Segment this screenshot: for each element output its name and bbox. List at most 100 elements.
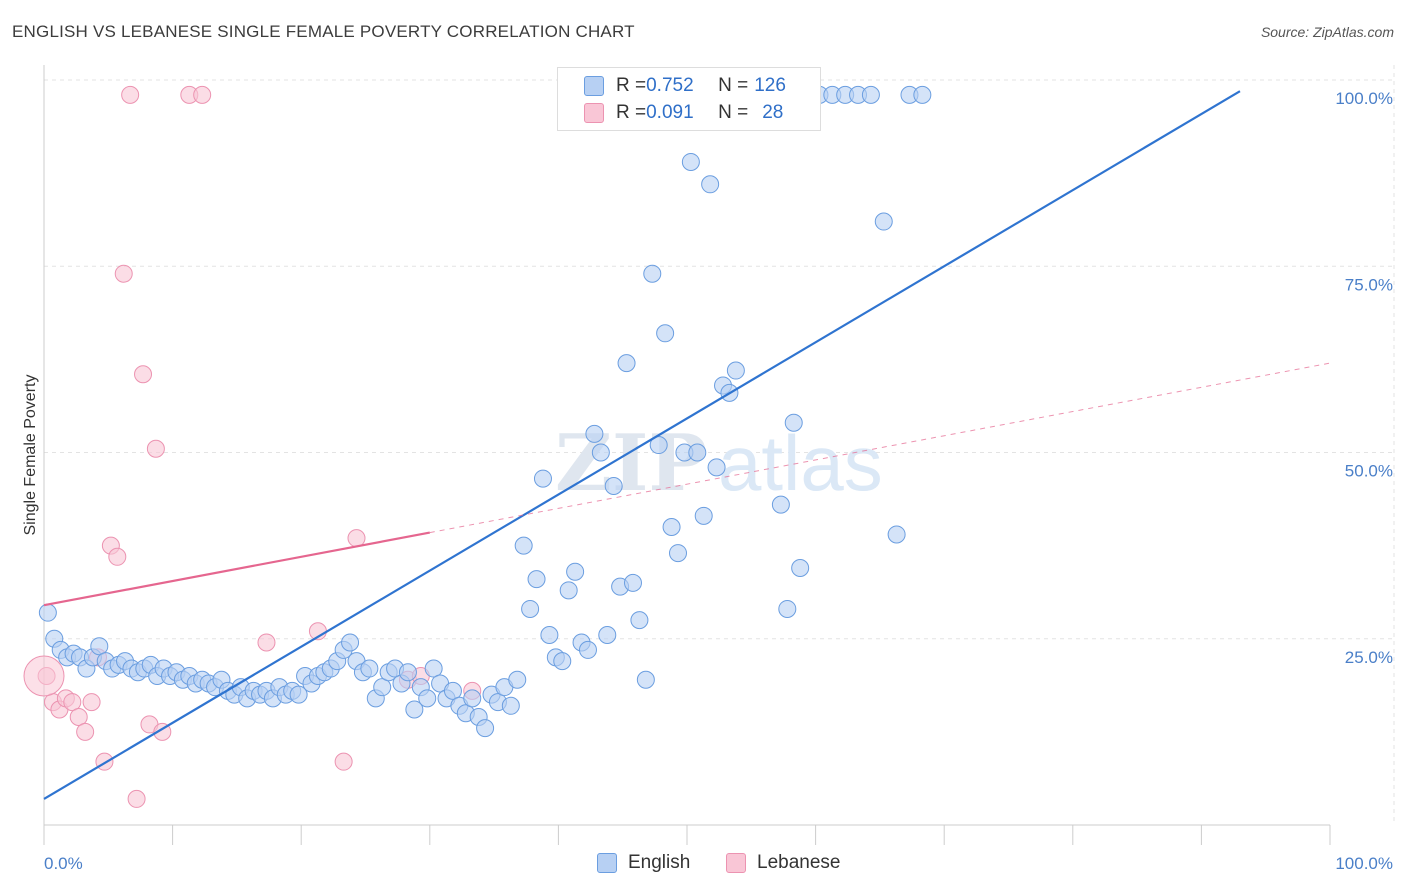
lebanese-point [347, 529, 366, 548]
english-point [405, 700, 424, 719]
legend-item-lebanese: Lebanese [726, 852, 840, 874]
english-point [874, 212, 893, 231]
english-point [604, 477, 623, 496]
english-point [887, 525, 906, 544]
x-tick-label-min: 0.0% [44, 854, 83, 873]
english-point [771, 495, 790, 514]
english-point [418, 689, 437, 708]
english-legend-label: English [628, 852, 691, 873]
english-point [443, 681, 462, 700]
english-point [778, 599, 797, 618]
english-point [623, 573, 642, 592]
english-point [341, 633, 360, 652]
english-point [656, 324, 675, 343]
english-point [373, 678, 392, 697]
lebanese-point [69, 707, 88, 726]
english-point [707, 458, 726, 477]
english-point [501, 696, 520, 715]
watermark-zip: ZIP [555, 418, 707, 509]
y-tick-label: 25.0% [1345, 648, 1393, 667]
english-point [289, 685, 308, 704]
lebanese-r-value: 0.091 [646, 102, 694, 123]
lebanese-point [121, 85, 140, 104]
lebanese-point-large [23, 655, 65, 697]
english-point [726, 361, 745, 380]
english-point [566, 562, 585, 581]
english-point [360, 659, 379, 678]
lebanese-point [127, 789, 146, 808]
english-point [585, 424, 604, 443]
english-n-label: N = [718, 75, 749, 96]
english-point [694, 506, 713, 525]
english-point [617, 354, 636, 373]
legend-row-lebanese: R = 0.091 N = 28 [584, 100, 783, 126]
english-point [424, 659, 443, 678]
english-point [398, 663, 417, 682]
y-tick-label: 75.0% [1345, 275, 1393, 294]
english-point [533, 469, 552, 488]
english-legend-swatch [597, 853, 617, 873]
english-point [559, 581, 578, 600]
lebanese-point [76, 722, 95, 741]
correlation-legend: R = 0.752 N = 126 R = 0.091 N = 28 [557, 67, 821, 131]
y-tick-label: 50.0% [1345, 462, 1393, 481]
lebanese-point [146, 439, 165, 458]
lebanese-trend-line [43, 531, 431, 607]
english-point [508, 670, 527, 689]
lebanese-point [334, 752, 353, 771]
legend-item-english: English [597, 852, 690, 874]
english-point [514, 536, 533, 555]
watermark: ZIP atlas [555, 418, 883, 509]
x-tick-label-max: 100.0% [1335, 854, 1393, 873]
english-point [662, 518, 681, 536]
english-n-value: 126 [754, 75, 786, 96]
english-point [784, 413, 803, 432]
english-point [527, 570, 546, 589]
english-point [643, 264, 662, 283]
english-point [688, 443, 707, 462]
english-point [630, 611, 649, 630]
watermark-atlas: atlas [718, 419, 883, 507]
english-point [701, 175, 720, 194]
lebanese-n-label: N = [718, 102, 749, 123]
english-point [553, 652, 572, 671]
english-point [598, 626, 617, 645]
english-point [791, 558, 810, 577]
english-point [913, 85, 932, 104]
english-point [649, 436, 668, 455]
english-r-value: 0.752 [646, 75, 694, 96]
english-point [540, 626, 559, 645]
tick-labels: 25.0% 50.0% 75.0% 100.0% 0.0% 100.0% [44, 89, 1393, 873]
english-point [90, 637, 109, 656]
lebanese-point [114, 264, 133, 283]
english-point [636, 670, 655, 689]
english-point [476, 719, 495, 738]
lebanese-r-label: R = [616, 102, 647, 123]
english-swatch [584, 76, 604, 96]
english-trend-line [43, 90, 1241, 800]
lebanese-point [82, 693, 101, 712]
english-point [463, 689, 482, 708]
lebanese-legend-swatch [726, 853, 746, 873]
lebanese-point [134, 365, 153, 384]
chart-title: ENGLISH VS LEBANESE SINGLE FEMALE POVERT… [12, 22, 635, 41]
english-point [578, 640, 597, 659]
english-point [668, 544, 687, 563]
lebanese-legend-label: Lebanese [757, 852, 841, 873]
source-label: Source: ZipAtlas.com [1260, 24, 1394, 40]
lebanese-swatch [584, 103, 604, 123]
y-tick-label: 100.0% [1335, 89, 1393, 108]
english-point [681, 152, 700, 171]
english-r-label: R = [616, 75, 647, 96]
english-point [38, 603, 57, 622]
english-point [591, 443, 610, 462]
lebanese-n-value: 28 [762, 102, 784, 123]
lebanese-trend-line-extension [429, 362, 1331, 534]
english-point [861, 85, 880, 104]
trend-lines [43, 90, 1331, 800]
lebanese-point [257, 633, 276, 652]
lebanese-point [63, 693, 82, 712]
y-axis-title: Single Female Poverty [22, 375, 39, 536]
legend-row-english: R = 0.752 N = 126 [584, 73, 786, 99]
